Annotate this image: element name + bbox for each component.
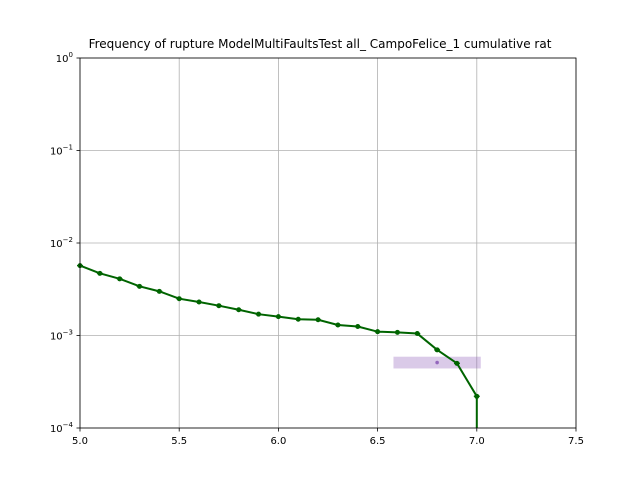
axes-frame — [79, 57, 577, 429]
x-tick-label: 7.5 — [568, 436, 584, 447]
band-layer — [393, 356, 481, 369]
y-tick-label: 10−4 — [50, 421, 74, 435]
x-tick-label: 5.0 — [72, 436, 88, 447]
y-tick-label: 10−2 — [50, 236, 73, 250]
axes-layer: 5.0 5.5 6.0 6.5 7.0 7.5 10−4 10−3 10−2 10−1 100 — [50, 51, 584, 447]
y-tick-label: 10−3 — [50, 329, 73, 343]
chart-title: Frequency of rupture ModelMultiFaultsTes… — [89, 37, 552, 51]
x-tick-label: 6.5 — [370, 436, 386, 447]
y-tick-label: 10−1 — [50, 144, 73, 158]
x-tick-label: 7.0 — [469, 436, 485, 447]
x-tick-label: 6.0 — [270, 436, 286, 447]
x-tick-label: 5.5 — [171, 436, 187, 447]
series-line — [79, 264, 478, 428]
range-point — [435, 360, 439, 365]
y-tick-label: 100 — [56, 51, 73, 65]
grid-layer — [79, 57, 577, 429]
